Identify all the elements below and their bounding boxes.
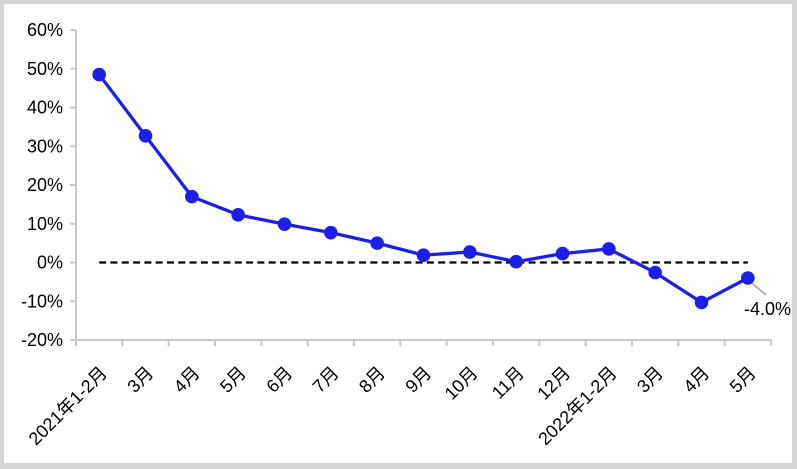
data-point <box>370 236 384 250</box>
y-tick-label: 60% <box>27 20 63 40</box>
x-tick-label: 2021年1-2月 <box>25 363 111 449</box>
y-tick-label: 0% <box>37 253 63 273</box>
x-tick-label: 6月 <box>262 363 296 397</box>
x-tick-label: 3月 <box>123 363 157 397</box>
data-point <box>277 217 292 231</box>
annotation-leader-line <box>751 282 767 296</box>
x-tick-label: 4月 <box>679 363 713 397</box>
y-tick-label: 40% <box>27 98 63 118</box>
x-tick-label: 11月 <box>488 363 528 403</box>
x-tick-label: 10月 <box>441 363 482 404</box>
data-point <box>509 254 523 269</box>
x-tick-label: 9月 <box>401 363 435 397</box>
data-point <box>324 225 338 240</box>
x-tick-label: 7月 <box>309 363 343 397</box>
data-point <box>602 242 616 256</box>
x-tick-label: 5月 <box>216 363 250 397</box>
data-point <box>648 265 662 280</box>
data-point <box>741 271 755 285</box>
data-point <box>463 245 477 259</box>
annotation-label: -4.0% <box>744 299 791 319</box>
y-tick-label: -20% <box>21 330 63 350</box>
y-tick-label: 10% <box>27 214 63 234</box>
y-tick-label: 50% <box>27 59 63 79</box>
data-point <box>185 189 199 204</box>
data-point <box>555 246 570 261</box>
y-tick-label: -10% <box>21 291 63 311</box>
x-tick-label: 12月 <box>533 363 574 404</box>
data-point <box>138 128 153 143</box>
y-tick-label: 20% <box>27 175 63 195</box>
x-tick-label: 4月 <box>170 363 204 397</box>
data-point <box>92 67 106 82</box>
data-point <box>694 295 709 310</box>
x-tick-label: 8月 <box>355 363 389 397</box>
x-tick-label: 5月 <box>726 363 760 397</box>
y-tick-label: 30% <box>27 136 63 156</box>
data-point <box>231 208 245 222</box>
data-point <box>416 248 431 262</box>
x-tick-label: 3月 <box>633 363 667 397</box>
